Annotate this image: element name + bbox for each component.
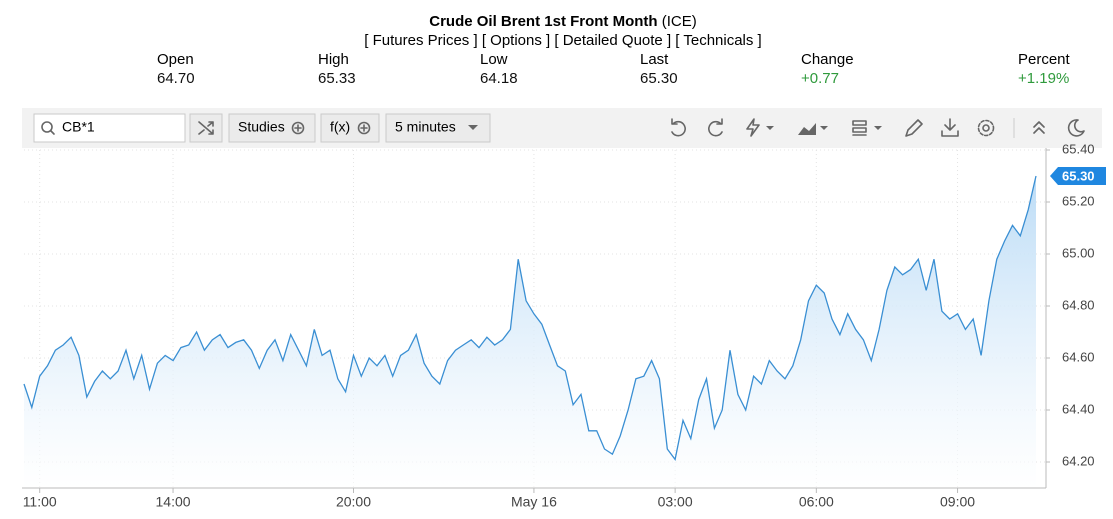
chart-type-icon[interactable]	[798, 123, 816, 135]
symbol-input[interactable]	[33, 113, 186, 143]
x-tick-label: 20:00	[336, 494, 371, 510]
caret	[820, 126, 828, 130]
draw-icon[interactable]	[905, 119, 923, 137]
undo-icon[interactable]	[671, 118, 686, 137]
caret	[766, 126, 774, 130]
shuffle-icon	[198, 121, 214, 135]
link[interactable]: [ Options ]	[482, 32, 550, 49]
y-tick-label: 64.60	[1062, 349, 1095, 364]
link[interactable]: [ Technicals ]	[675, 32, 761, 49]
y-tick-label: 65.20	[1062, 193, 1095, 208]
x-tick-label: 03:00	[658, 494, 693, 510]
plus-icon	[360, 124, 368, 132]
quote-value: 65.30	[640, 70, 678, 87]
quote-label: Change	[801, 51, 854, 68]
collapse-icon[interactable]	[1033, 121, 1045, 134]
quote-value: 64.70	[157, 70, 195, 87]
search-icon	[50, 130, 55, 135]
last-badge	[1050, 167, 1106, 185]
quote-label: Open	[157, 51, 194, 68]
quote-value: +1.19%	[1018, 70, 1069, 87]
caret	[874, 126, 882, 130]
exchange: (ICE)	[662, 13, 697, 30]
quote-value: 64.18	[480, 70, 518, 87]
y-tick-label: 64.20	[1062, 453, 1095, 468]
plus-icon	[294, 124, 302, 132]
plus-icon	[357, 121, 371, 135]
interval-label: 5 minutes	[395, 119, 456, 135]
settings-icon[interactable]	[982, 124, 990, 132]
quote-label: Last	[640, 51, 669, 68]
x-tick-label: 14:00	[156, 494, 191, 510]
redo-icon[interactable]	[708, 118, 723, 137]
download-icon[interactable]	[941, 118, 959, 137]
theme-icon[interactable]	[1067, 119, 1085, 137]
title-line: Crude Oil Brent 1st Front Month (ICE)	[429, 13, 697, 30]
x-tick-label: May 16	[511, 494, 557, 510]
caret	[468, 125, 478, 130]
quote-label: Percent	[1018, 51, 1071, 68]
flash-icon[interactable]	[746, 118, 760, 137]
price-line	[23, 175, 1037, 461]
links: [ Futures Prices ] [ Options ] [ Detaile…	[364, 32, 761, 49]
layout-icon[interactable]	[852, 120, 867, 136]
last-badge-label: 65.30	[1062, 168, 1095, 183]
x-tick-label: 11:00	[23, 494, 57, 510]
symbol: CB*1	[62, 119, 95, 135]
studies-label: Studies	[238, 119, 285, 135]
x-tick-label: 09:00	[940, 494, 975, 510]
search-icon	[41, 121, 53, 133]
title: Crude Oil Brent 1st Front Month	[429, 13, 657, 30]
y-tick-label: 65.40	[1062, 141, 1095, 156]
plus-icon	[291, 121, 305, 135]
link[interactable]: [ Detailed Quote ]	[554, 32, 671, 49]
y-tick-label: 65.00	[1062, 245, 1095, 260]
quote-label: Low	[480, 51, 508, 68]
y-tick-label: 64.80	[1062, 297, 1095, 312]
quote-value: 65.33	[318, 70, 356, 87]
x-tick-label: 06:00	[799, 494, 834, 510]
area	[24, 176, 1036, 488]
settings-icon	[977, 119, 995, 137]
quote-label: High	[318, 51, 349, 68]
quote-value: +0.77	[801, 70, 839, 87]
interval-select[interactable]	[385, 113, 491, 143]
fx-label: f(x)	[330, 119, 350, 135]
link[interactable]: [ Futures Prices ]	[364, 32, 477, 49]
y-tick-label: 64.40	[1062, 401, 1095, 416]
